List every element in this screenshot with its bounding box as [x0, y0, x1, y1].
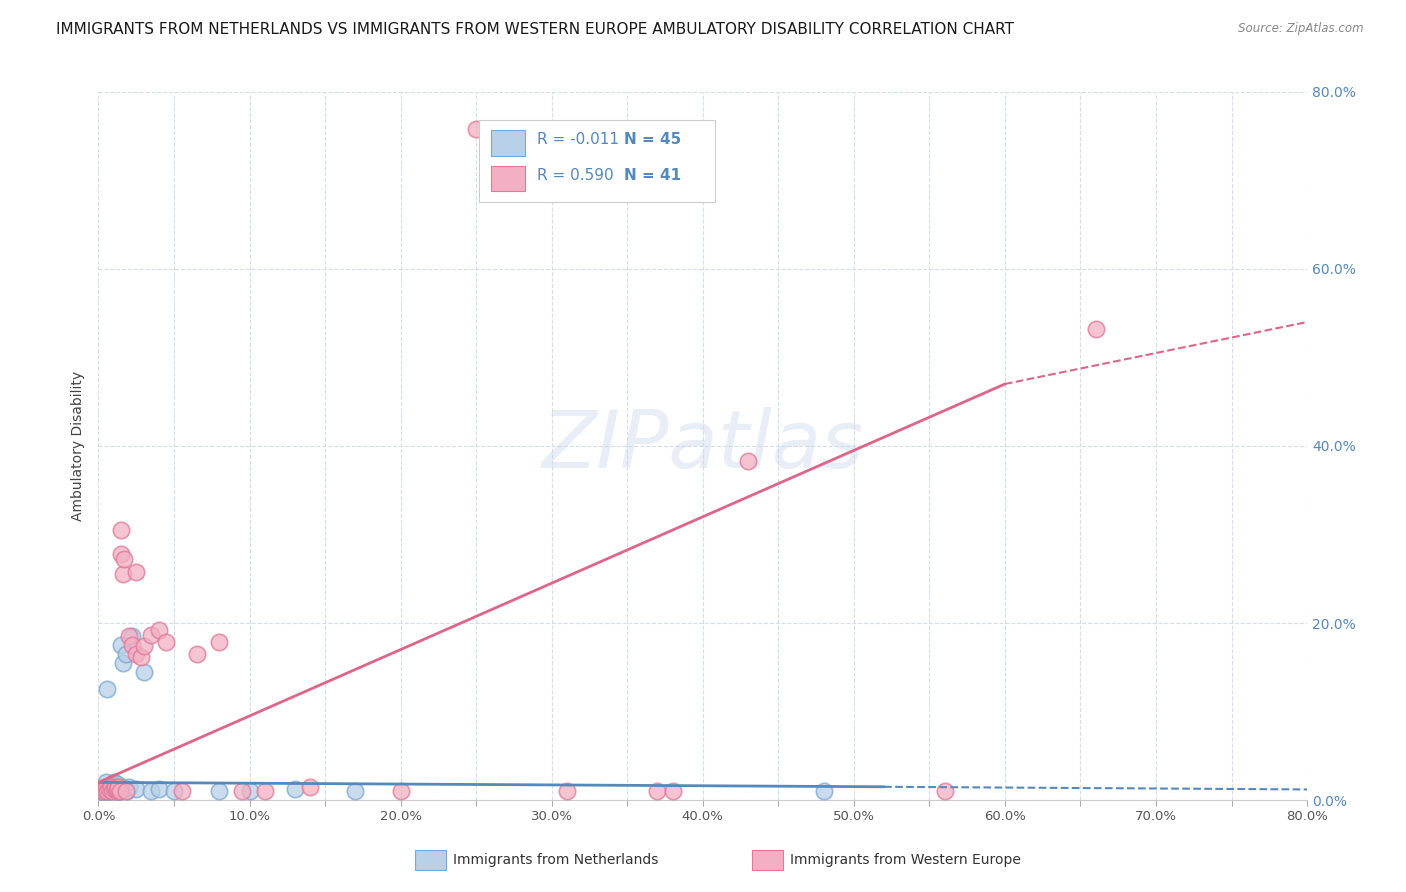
Point [125, 647, 148, 661]
Point [141, 784, 163, 798]
Point [103, 784, 125, 798]
Point [105, 777, 128, 791]
Point [104, 786, 127, 800]
Point [104, 780, 127, 794]
Point [112, 552, 135, 566]
Point [238, 784, 260, 798]
Point [555, 784, 578, 798]
Point [111, 567, 134, 582]
Text: Immigrants from Western Europe: Immigrants from Western Europe [790, 853, 1021, 867]
Point [661, 784, 683, 798]
Point [98, 782, 121, 797]
FancyBboxPatch shape [479, 120, 714, 202]
Point [107, 780, 129, 794]
Point [208, 784, 231, 798]
Point [96, 784, 118, 798]
Point [647, 784, 669, 798]
Point [94, 775, 117, 789]
Point [108, 782, 131, 797]
Point [103, 780, 125, 794]
Text: R = -0.011: R = -0.011 [537, 132, 619, 147]
Point [208, 635, 231, 649]
Point [129, 649, 152, 664]
Point [103, 782, 125, 797]
Point [112, 782, 135, 797]
Point [141, 628, 163, 642]
Point [118, 629, 141, 643]
Point [93, 782, 115, 797]
Point [100, 784, 122, 798]
Point [93, 782, 115, 797]
Bar [491, 166, 524, 191]
Point [101, 784, 124, 798]
Bar [491, 130, 524, 155]
Point [105, 784, 128, 798]
Point [96, 682, 118, 697]
Point [96, 780, 118, 794]
Point [284, 782, 307, 797]
Y-axis label: Ambulatory Disability: Ambulatory Disability [72, 371, 86, 521]
Point [101, 777, 124, 791]
Point [107, 780, 129, 794]
Point [148, 623, 170, 637]
Point [110, 638, 132, 652]
Point [94, 786, 117, 800]
Point [111, 656, 134, 670]
Point [91, 784, 114, 798]
Point [132, 665, 155, 679]
Point [110, 784, 132, 798]
Point [465, 122, 488, 136]
Point [155, 635, 177, 649]
Point [121, 629, 143, 643]
Point [94, 780, 117, 794]
Text: IMMIGRANTS FROM NETHERLANDS VS IMMIGRANTS FROM WESTERN EUROPE AMBULATORY DISABIL: IMMIGRANTS FROM NETHERLANDS VS IMMIGRANT… [56, 22, 1014, 37]
Point [231, 784, 253, 798]
Text: Source: ZipAtlas.com: Source: ZipAtlas.com [1239, 22, 1364, 36]
Text: ZIPatlas: ZIPatlas [541, 407, 863, 485]
Point [186, 647, 208, 661]
Point [114, 647, 136, 661]
Point [111, 780, 134, 794]
Point [934, 784, 956, 798]
Point [105, 782, 128, 797]
Point [91, 784, 114, 798]
Point [98, 786, 121, 800]
Point [100, 780, 122, 794]
Point [163, 784, 186, 798]
Point [813, 784, 835, 798]
Point [105, 784, 128, 798]
Point [98, 782, 121, 797]
Point [103, 775, 125, 789]
Point [104, 780, 127, 794]
Point [110, 547, 132, 561]
Point [132, 639, 155, 653]
Text: N = 41: N = 41 [624, 168, 682, 183]
Point [125, 782, 148, 797]
Text: R = 0.590: R = 0.590 [537, 168, 614, 183]
Point [125, 565, 148, 579]
Point [108, 784, 131, 798]
Point [107, 782, 129, 797]
Point [737, 454, 759, 468]
Point [344, 784, 367, 798]
Point [389, 784, 412, 798]
Point [170, 784, 193, 798]
Point [96, 784, 118, 798]
Point [114, 784, 136, 798]
Point [118, 780, 141, 794]
Point [100, 780, 122, 794]
Point [110, 523, 132, 537]
Point [101, 782, 124, 797]
Point [94, 780, 117, 794]
Text: N = 45: N = 45 [624, 132, 682, 147]
Point [115, 784, 138, 798]
Point [1084, 322, 1107, 336]
Point [101, 786, 124, 800]
Point [298, 780, 321, 794]
Point [148, 782, 170, 797]
Point [253, 784, 276, 798]
Text: Immigrants from Netherlands: Immigrants from Netherlands [453, 853, 658, 867]
Point [93, 786, 115, 800]
Point [121, 638, 143, 652]
